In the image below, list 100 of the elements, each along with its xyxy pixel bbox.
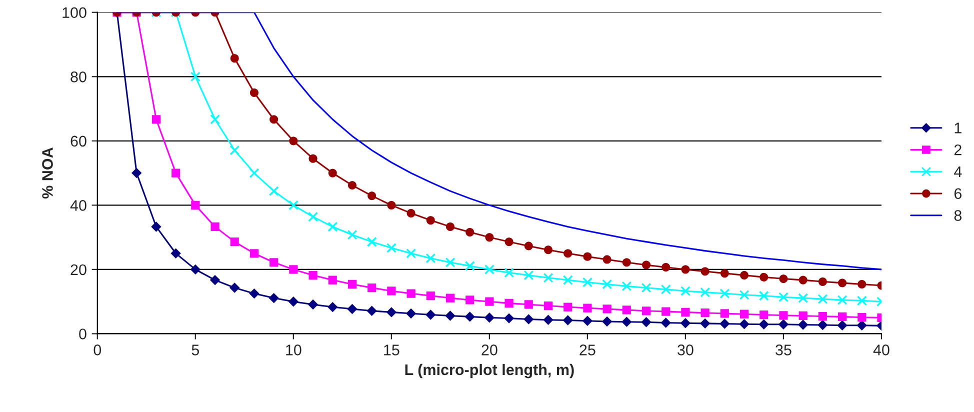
point <box>289 136 298 146</box>
point <box>406 308 416 318</box>
point <box>681 308 690 316</box>
point <box>562 275 573 286</box>
point <box>152 115 161 124</box>
point <box>779 274 788 284</box>
point <box>622 306 631 314</box>
point <box>858 280 866 289</box>
point <box>406 248 416 258</box>
point <box>583 252 592 261</box>
point <box>289 265 298 274</box>
point <box>484 312 494 322</box>
point <box>720 309 729 318</box>
point <box>544 301 553 310</box>
point <box>230 54 239 63</box>
point <box>700 267 710 276</box>
point <box>582 277 592 288</box>
point <box>386 307 396 317</box>
point <box>524 242 533 250</box>
x-tick-label: 30 <box>678 344 694 356</box>
point <box>308 154 318 163</box>
point <box>230 283 240 293</box>
point <box>622 281 632 292</box>
point <box>838 320 848 330</box>
point <box>662 307 670 316</box>
point <box>680 286 690 296</box>
point <box>798 293 808 304</box>
point <box>328 302 338 312</box>
point <box>269 293 279 303</box>
point <box>288 200 298 210</box>
point <box>230 238 239 246</box>
point <box>818 277 827 286</box>
point <box>132 168 142 178</box>
x-tick-label: 40 <box>873 344 890 356</box>
point <box>485 297 494 306</box>
point <box>308 300 318 310</box>
point <box>249 288 259 298</box>
point <box>660 284 671 294</box>
point <box>250 88 259 98</box>
point <box>700 287 710 298</box>
point <box>426 253 436 264</box>
point <box>583 304 592 312</box>
point <box>445 310 455 320</box>
point <box>190 72 200 82</box>
point <box>210 275 220 285</box>
point <box>210 222 220 232</box>
point <box>484 264 494 274</box>
point <box>544 246 553 254</box>
point <box>602 255 612 264</box>
point <box>485 233 494 242</box>
point <box>818 312 827 321</box>
point <box>348 280 357 289</box>
y-tick-label: 80 <box>70 72 86 82</box>
point <box>641 282 652 293</box>
point <box>190 264 200 274</box>
x-tick-label: 5 <box>192 344 200 356</box>
point <box>739 319 750 329</box>
point <box>681 265 690 274</box>
x-tick-label: 35 <box>776 344 792 356</box>
point <box>838 278 847 288</box>
point <box>739 290 750 300</box>
point <box>367 306 377 316</box>
point <box>856 296 867 306</box>
point <box>347 230 358 240</box>
y-tick-label: 40 <box>70 200 86 211</box>
point <box>858 313 866 322</box>
point <box>778 320 788 330</box>
point <box>308 212 318 222</box>
y-axis-title: % NOA <box>42 148 53 199</box>
point <box>818 294 828 304</box>
point <box>602 279 612 290</box>
point <box>445 257 456 268</box>
point <box>759 320 769 330</box>
point <box>818 320 828 330</box>
point <box>837 294 848 305</box>
point <box>504 314 514 324</box>
legend-label: 2 <box>954 144 962 156</box>
point <box>387 286 396 296</box>
point <box>230 145 240 156</box>
y-tick-label: 20 <box>70 264 86 276</box>
x-tick-label: 10 <box>286 344 302 356</box>
point <box>426 216 435 225</box>
point <box>191 200 200 210</box>
point <box>270 115 278 124</box>
x-axis-title: L (micro-plot length, m) <box>405 364 574 378</box>
point <box>661 318 671 328</box>
point <box>328 168 337 178</box>
point <box>622 258 631 267</box>
point <box>406 289 416 298</box>
legend-label: 1 <box>954 122 962 134</box>
point <box>426 291 435 300</box>
point <box>466 228 474 236</box>
point <box>642 260 651 270</box>
point <box>778 292 788 302</box>
point <box>543 315 554 325</box>
point <box>406 208 416 218</box>
point <box>740 270 749 280</box>
point <box>504 238 514 246</box>
x-tick-label: 15 <box>384 344 400 356</box>
point <box>171 248 181 258</box>
